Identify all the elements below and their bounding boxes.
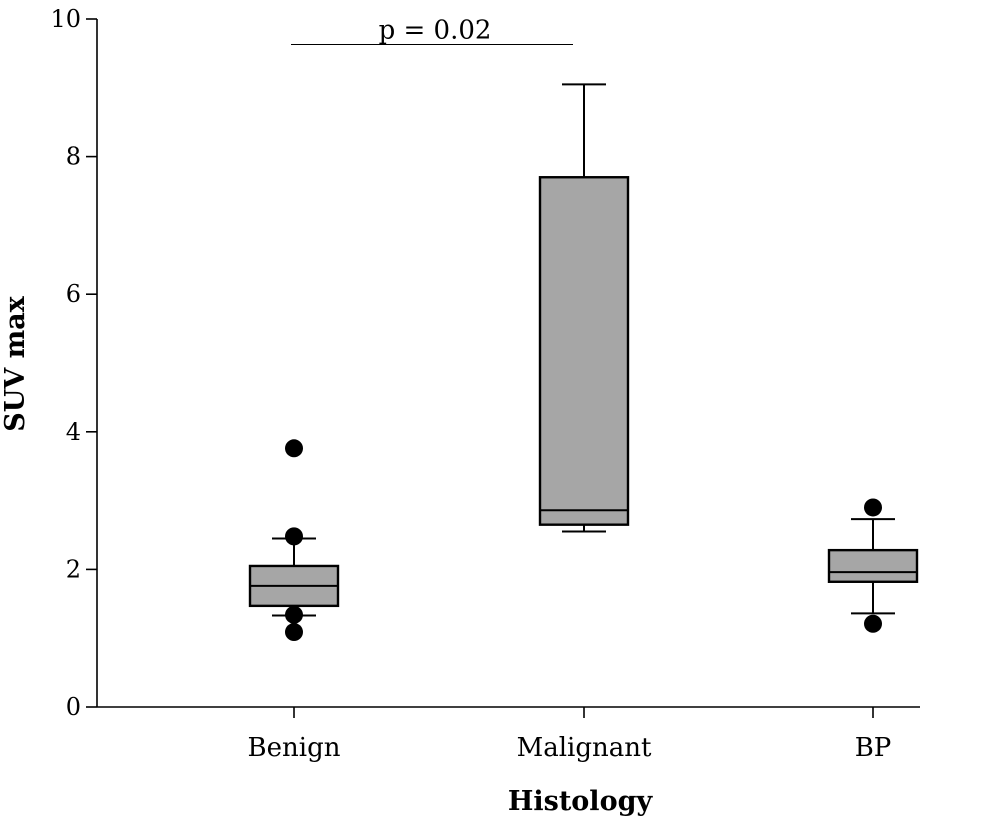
y-axis-ticks: 0 2 4 6 8 10 <box>50 5 97 721</box>
y-tick-label: 0 <box>66 693 81 721</box>
y-axis-title: SUV max <box>0 295 31 431</box>
outlier-point <box>285 527 303 546</box>
box-malignant <box>538 83 630 533</box>
box-iqr <box>538 176 630 526</box>
x-axis-title: Histology <box>508 786 654 817</box>
axes <box>96 19 920 708</box>
y-tick-label: 2 <box>66 555 81 583</box>
x-axis-category-labels: Benign Malignant BP <box>248 707 892 763</box>
box-iqr <box>827 548 919 583</box>
outlier-point <box>285 439 303 458</box>
box-benign <box>248 439 340 642</box>
y-tick-label: 6 <box>66 280 81 308</box>
y-tick-label: 8 <box>66 143 81 171</box>
outlier-point <box>864 498 882 517</box>
x-category-label: Malignant <box>517 733 652 763</box>
annotations: p = 0.02 <box>291 15 573 45</box>
p-value-label: p = 0.02 <box>379 15 492 45</box>
outlier-point <box>285 605 303 624</box>
y-tick-label: 10 <box>50 5 81 33</box>
outlier-point <box>864 614 882 633</box>
box-bp <box>827 498 919 633</box>
x-category-label: Benign <box>248 733 341 763</box>
box-series <box>248 83 919 642</box>
x-category-label: BP <box>855 733 892 763</box>
outlier-point <box>285 623 303 642</box>
y-tick-label: 4 <box>66 418 81 446</box>
